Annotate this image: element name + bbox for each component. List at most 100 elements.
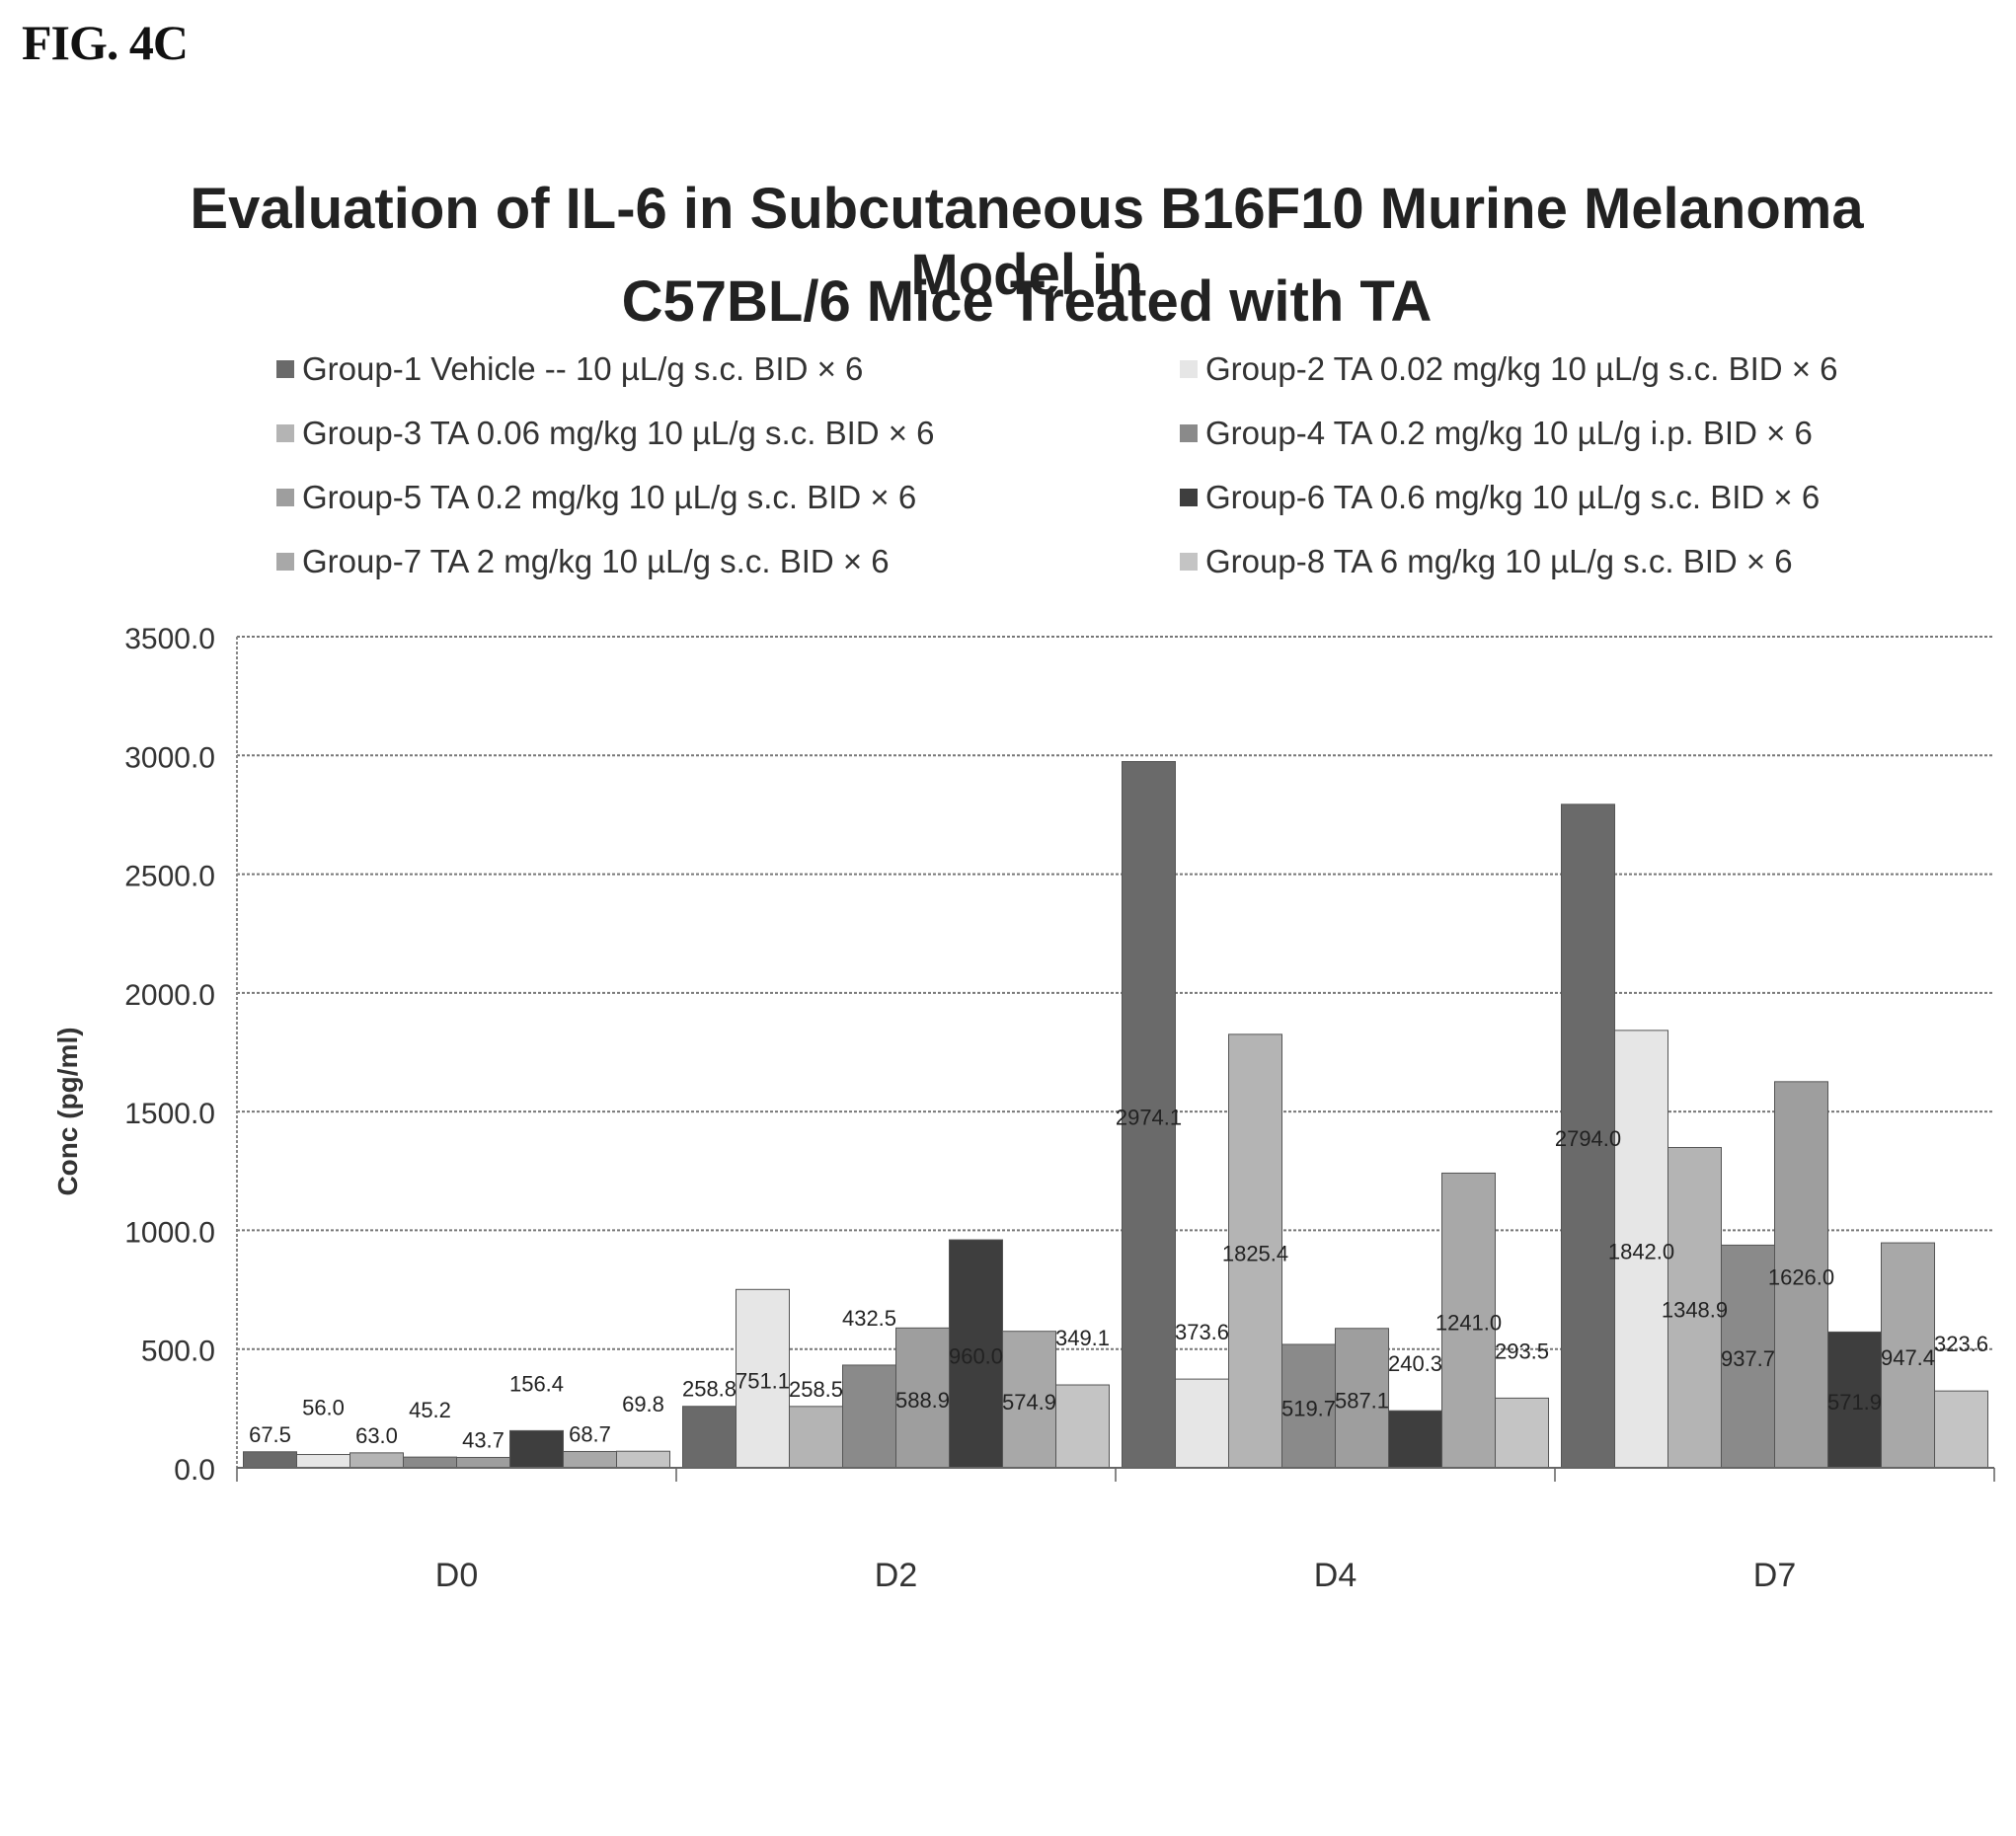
chart-title-line-2: C57BL/6 Mice Treated with TA [621,269,1433,334]
bar-D4-group-5 [1335,1328,1389,1469]
y-tick-label: 1000.0 [124,1216,215,1249]
y-tick-label: 3000.0 [124,741,215,774]
data-label: 1348.9 [1662,1298,1728,1323]
data-label: 258.8 [682,1377,737,1402]
legend-item-group-1: Group-1 Vehicle -- 10 µL/g s.c. BID × 6 [276,350,863,388]
legend-swatch [1180,424,1198,442]
bar-D7-group-4 [1721,1244,1775,1469]
bar-D0-group-5 [456,1456,510,1469]
data-label: 323.6 [1934,1332,1988,1356]
data-label: 293.5 [1495,1339,1549,1363]
data-label: 45.2 [409,1398,451,1422]
bar-D0-group-2 [296,1454,350,1469]
data-label: 574.9 [1002,1390,1056,1415]
legend-swatch [276,489,294,506]
legend-label: Group-5 TA 0.2 mg/kg 10 µL/g s.c. BID × … [302,479,917,515]
legend-label: Group-7 TA 2 mg/kg 10 µL/g s.c. BID × 6 [302,543,890,579]
legend-label: Group-3 TA 0.06 mg/kg 10 µL/g s.c. BID ×… [302,415,935,451]
legend-swatch [276,553,294,571]
bar-D0-group-4 [403,1456,457,1469]
bar-D2-group-6 [949,1239,1003,1469]
data-label: 63.0 [355,1423,398,1448]
bar-D0-group-6 [509,1429,564,1469]
data-label: 349.1 [1055,1326,1110,1350]
legend-label: Group-2 TA 0.02 mg/kg 10 µL/g s.c. BID ×… [1205,350,1838,387]
bar-D0-group-7 [563,1450,617,1469]
bar-D7-group-6 [1827,1331,1882,1469]
bar-D2-group-7 [1002,1331,1056,1469]
bar-D7-group-8 [1934,1390,1988,1469]
bar-D2-group-4 [842,1364,896,1469]
legend-item-group-4: Group-4 TA 0.2 mg/kg 10 µL/g i.p. BID × … [1180,415,1813,452]
data-label: 56.0 [302,1396,345,1420]
data-label: 2974.1 [1116,1105,1182,1129]
y-axis-label: Conc (pg/ml) [52,1027,83,1195]
data-label: 947.4 [1881,1345,1935,1370]
x-tick-label: D7 [1753,1557,1796,1594]
data-label: 156.4 [509,1371,564,1396]
legend-item-group-7: Group-7 TA 2 mg/kg 10 µL/g s.c. BID × 6 [276,543,890,580]
y-tick-label: 2000.0 [124,979,215,1012]
data-label: 1626.0 [1768,1264,1834,1289]
legend-swatch [1180,489,1198,506]
bar-D7-group-2 [1614,1030,1668,1469]
data-label: 258.5 [789,1377,843,1402]
data-label: 43.7 [462,1427,504,1452]
data-label: 588.9 [895,1388,950,1413]
legend-item-group-8: Group-8 TA 6 mg/kg 10 µL/g s.c. BID × 6 [1180,543,1793,580]
y-tick-label: 0.0 [174,1454,215,1487]
data-label: 587.1 [1335,1388,1389,1413]
legend-label: Group-6 TA 0.6 mg/kg 10 µL/g s.c. BID × … [1205,479,1821,515]
data-label: 1842.0 [1608,1239,1674,1263]
figure-label: FIG. 4C [22,15,189,70]
legend-swatch [1180,360,1198,378]
legend-swatch [276,424,294,442]
bar-D4-group-7 [1441,1172,1496,1469]
bar-D2-group-2 [736,1288,790,1469]
x-tick-label: D2 [875,1557,917,1594]
bar-D4-group-1 [1122,761,1176,1469]
data-label: 69.8 [622,1392,664,1416]
bar-D0-group-8 [616,1450,670,1469]
bar-D4-group-4 [1281,1343,1336,1469]
bar-D2-group-8 [1055,1384,1110,1469]
y-tick-label: 2500.0 [124,861,215,893]
legend-swatch [1180,553,1198,571]
legend-item-group-6: Group-6 TA 0.6 mg/kg 10 µL/g s.c. BID × … [1180,479,1820,516]
bar-D0-group-3 [349,1452,404,1469]
bar-D0-group-1 [243,1451,297,1469]
data-label: 68.7 [569,1421,611,1446]
data-label: 519.7 [1281,1396,1336,1420]
legend-label: Group-1 Vehicle -- 10 µL/g s.c. BID × 6 [302,350,864,387]
data-label: 432.5 [842,1306,896,1331]
bar-D2-group-3 [789,1406,843,1469]
data-label: 67.5 [249,1422,291,1447]
data-label: 1825.4 [1222,1241,1288,1265]
bar-D7-group-3 [1667,1146,1722,1469]
x-tick-label: D0 [435,1557,478,1594]
x-tick-label: D4 [1314,1557,1357,1594]
legend-label: Group-8 TA 6 mg/kg 10 µL/g s.c. BID × 6 [1205,543,1793,579]
data-label: 751.1 [736,1369,790,1394]
legend-item-group-2: Group-2 TA 0.02 mg/kg 10 µL/g s.c. BID ×… [1180,350,1838,388]
legend-label: Group-4 TA 0.2 mg/kg 10 µL/g i.p. BID × … [1205,415,1813,451]
bar-D4-group-3 [1228,1033,1282,1469]
data-label: 571.9 [1827,1390,1882,1415]
data-label: 240.3 [1388,1351,1442,1376]
bar-D7-group-7 [1881,1242,1935,1469]
bar-D4-group-6 [1388,1410,1442,1469]
chart-title-line-1: Evaluation of IL-6 in Subcutaneous B16F1… [190,177,1864,307]
legend-item-group-5: Group-5 TA 0.2 mg/kg 10 µL/g s.c. BID × … [276,479,916,516]
legend-swatch [276,360,294,378]
bar-D4-group-2 [1175,1378,1229,1469]
y-tick-label: 3500.0 [124,623,215,655]
data-label: 1241.0 [1435,1311,1502,1336]
data-label: 2794.0 [1555,1126,1621,1151]
bar-D7-group-5 [1774,1081,1828,1469]
y-tick-label: 500.0 [141,1336,215,1368]
bar-D4-group-8 [1495,1397,1549,1469]
data-label: 960.0 [949,1344,1003,1369]
bar-D2-group-1 [682,1406,737,1469]
legend-item-group-3: Group-3 TA 0.06 mg/kg 10 µL/g s.c. BID ×… [276,415,935,452]
